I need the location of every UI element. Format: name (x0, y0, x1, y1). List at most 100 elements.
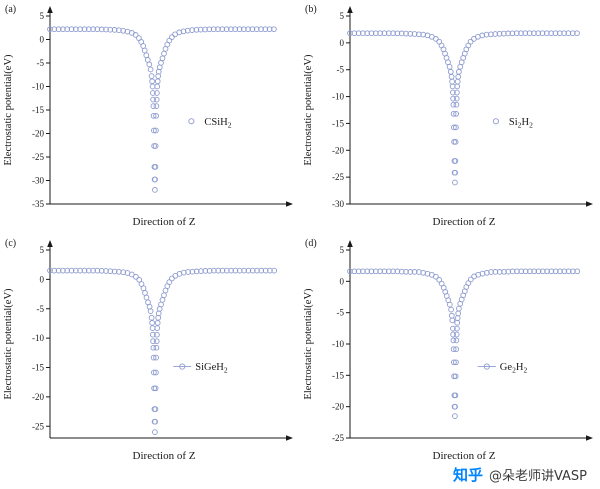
data-point (398, 30, 405, 37)
y-tick-label: -15 (332, 118, 344, 128)
data-point (136, 276, 143, 283)
data-point (452, 139, 459, 145)
y-tick-label: -10 (332, 92, 344, 102)
data-point (509, 30, 516, 37)
y-tick-label: -5 (37, 304, 45, 314)
panel-letter: (c) (5, 238, 16, 249)
data-point (197, 26, 204, 33)
data-point (522, 30, 529, 37)
data-point (456, 305, 462, 312)
data-point (249, 26, 256, 33)
x-axis-title: Direction of Z (133, 450, 196, 462)
data-point (232, 267, 239, 274)
data-point (411, 269, 418, 275)
data-series (47, 26, 277, 193)
data-point (153, 344, 160, 351)
legend-marker (179, 363, 186, 370)
data-point (211, 267, 217, 274)
legend-label: Si2H2 (509, 117, 533, 130)
data-point (152, 143, 159, 149)
data-point (453, 110, 459, 117)
data-point (518, 268, 525, 275)
data-point (526, 30, 533, 37)
data-point (193, 26, 200, 33)
y-axis-title: Electrostatic potential(eV) (3, 54, 14, 166)
y-axis-arrow (347, 6, 353, 13)
data-point (150, 331, 156, 338)
data-point (347, 30, 353, 37)
data-point (385, 30, 392, 37)
data-point (241, 267, 247, 274)
data-point (450, 110, 457, 117)
data-point (394, 30, 401, 37)
data-point (492, 269, 499, 275)
data-point (150, 103, 157, 109)
data-point (152, 176, 158, 183)
data-point (150, 344, 157, 351)
data-point (433, 36, 439, 42)
data-point (509, 268, 516, 275)
data-point (565, 30, 572, 37)
data-point (154, 325, 161, 331)
data-point (161, 50, 167, 57)
data-point (448, 312, 455, 319)
y-tick-label: -15 (32, 105, 44, 115)
data-point (158, 301, 164, 308)
y-tick-label: -5 (337, 65, 345, 75)
data-point (492, 31, 499, 37)
data-point (372, 30, 379, 37)
data-point (552, 30, 559, 37)
data-point (81, 267, 88, 274)
y-tick-label: -15 (332, 370, 344, 380)
data-point (245, 267, 252, 274)
data-point (535, 268, 542, 275)
y-tick-label: -25 (332, 172, 344, 182)
data-point (390, 30, 396, 37)
data-point (488, 31, 494, 38)
data-point (436, 276, 443, 283)
data-point (351, 268, 358, 275)
y-tick-label: 0 (340, 38, 345, 48)
data-point (55, 26, 62, 33)
data-point (454, 78, 461, 85)
data-point (103, 268, 109, 274)
y-tick-label: 5 (340, 245, 345, 255)
data-point (452, 403, 458, 410)
y-axis-title: Electrostatic potential(eV) (303, 288, 314, 400)
data-point (531, 30, 537, 37)
data-point (522, 268, 529, 275)
data-point (262, 26, 269, 33)
data-point (152, 406, 159, 412)
data-point (457, 63, 464, 70)
legend-label: SiGeH2 (195, 362, 228, 375)
panel-letter: (a) (5, 4, 16, 15)
data-point (454, 315, 461, 321)
data-point (381, 30, 388, 37)
data-series (347, 268, 581, 419)
data-point (153, 354, 159, 361)
data-point (159, 297, 166, 303)
y-tick-label: -5 (37, 58, 45, 68)
data-point (219, 26, 226, 33)
y-tick-label: 5 (40, 245, 45, 255)
data-point (351, 30, 358, 37)
data-point (403, 268, 409, 275)
y-tick-label: -25 (32, 421, 44, 431)
data-point (574, 30, 580, 37)
data-point (561, 268, 568, 275)
chart-panel-d-ge2h2: 5 0 -5 -10 -15 -20 -25 Electrostatic potential(… (303, 238, 593, 462)
data-point (454, 325, 460, 332)
data-point (453, 337, 460, 344)
y-tick-label: -25 (32, 152, 44, 162)
data-point (153, 127, 159, 134)
data-point (133, 273, 139, 280)
data-point (51, 26, 58, 33)
data-point (381, 268, 388, 275)
data-point (450, 337, 457, 344)
y-tick-label: -15 (32, 363, 44, 373)
data-point (142, 290, 148, 296)
data-point (505, 268, 512, 275)
data-point (150, 354, 157, 361)
data-point (154, 90, 160, 96)
data-point (253, 26, 260, 33)
